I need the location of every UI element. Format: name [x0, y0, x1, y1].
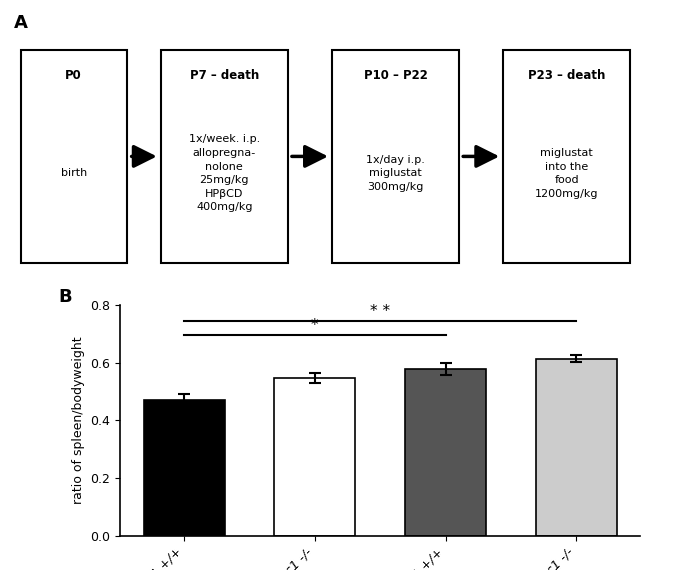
Text: A: A [14, 14, 27, 32]
Text: *: * [311, 318, 319, 333]
Bar [536, 359, 617, 536]
Text: P10 – P22: P10 – P22 [364, 69, 427, 82]
Text: miglustat
into the
food
1200mg/kg: miglustat into the food 1200mg/kg [535, 148, 599, 199]
Text: * *: * * [370, 303, 390, 319]
Bar [161, 50, 288, 263]
Bar [21, 50, 127, 263]
Bar [503, 50, 630, 263]
Bar [274, 378, 356, 536]
Text: 1x/week. i.p.
allopregna-
nolone
25mg/kg
HPβCD
400mg/kg: 1x/week. i.p. allopregna- nolone 25mg/kg… [188, 135, 260, 213]
Y-axis label: ratio of spleen/bodyweight: ratio of spleen/bodyweight [72, 336, 84, 504]
Text: P7 – death: P7 – death [190, 69, 259, 82]
Text: P0: P0 [65, 69, 82, 82]
Bar [144, 400, 225, 536]
Bar [405, 369, 486, 536]
Text: P23 – death: P23 – death [528, 69, 606, 82]
Text: birth: birth [60, 169, 87, 178]
Bar [332, 50, 459, 263]
Text: B: B [58, 288, 72, 306]
Text: 1x/day i.p.
miglustat
300mg/kg: 1x/day i.p. miglustat 300mg/kg [366, 155, 425, 192]
